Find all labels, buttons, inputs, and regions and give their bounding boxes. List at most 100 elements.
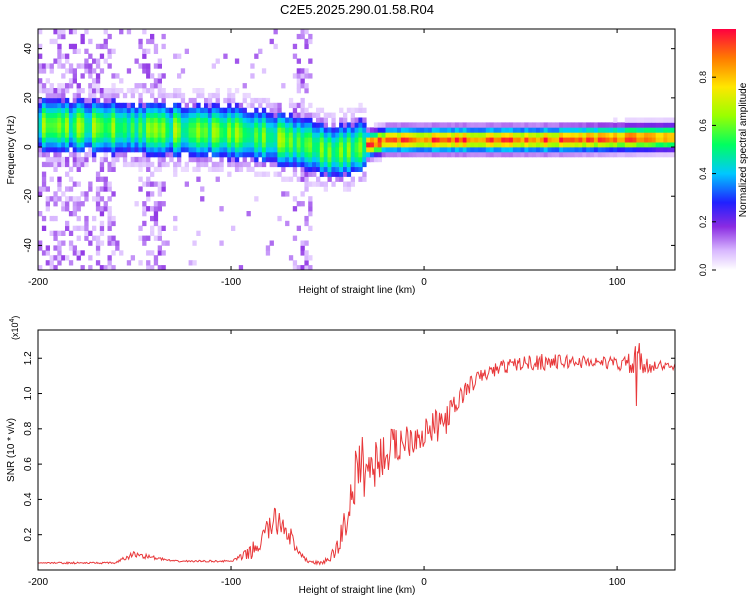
heatmap-cell (45, 250, 50, 256)
heatmap-cell (95, 171, 101, 177)
heatmap-cell (211, 92, 216, 99)
heatmap-cell (547, 142, 552, 148)
heatmap-cell (146, 176, 151, 182)
heatmap-cell (296, 102, 301, 109)
heatmap-cell (38, 83, 43, 89)
heatmap-cell (331, 171, 336, 177)
heatmap-cell (65, 53, 70, 59)
heatmap-cell (111, 250, 116, 256)
heatmap-cell (265, 147, 271, 153)
heatmap-cell (169, 156, 174, 163)
heatmap-cell (292, 147, 298, 153)
heatmap-cell (111, 166, 116, 172)
heatmap-cell (231, 152, 236, 158)
heatmap-cell (68, 83, 74, 89)
heatmap-cell (582, 142, 587, 148)
heatmap-cell (49, 97, 54, 104)
heatmap-cell (331, 147, 336, 153)
heatmap-cell (439, 122, 444, 128)
heatmap-cell (462, 147, 467, 153)
heatmap-cell (605, 152, 610, 158)
heatmap-cell (146, 132, 151, 138)
heatmap-cell (563, 132, 568, 138)
heatmap-cell (57, 240, 62, 246)
heatmap-cell (227, 152, 232, 158)
heatmap-cell (227, 161, 232, 168)
heatmap-cell (146, 196, 151, 202)
heatmap-cell (663, 132, 668, 138)
heatmap-cell (45, 78, 50, 84)
heatmap-cell (157, 161, 162, 168)
heatmap-cell (528, 127, 533, 133)
heatmap-cell (238, 127, 244, 133)
heatmap-cell (261, 68, 267, 74)
heatmap-cell (53, 97, 58, 104)
heatmap-cell (142, 48, 147, 54)
heatmap-cell (478, 142, 483, 148)
heatmap-cell (300, 97, 305, 104)
heatmap-cell (38, 29, 43, 35)
heatmap-cell (115, 122, 120, 128)
heatmap-cell (61, 97, 66, 104)
heatmap-cell (536, 147, 541, 153)
heatmap-cell (188, 122, 193, 128)
heatmap-cell (150, 33, 155, 40)
heatmap-cell (119, 250, 124, 256)
heatmap-cell (489, 132, 494, 138)
heatmap-cell (111, 147, 116, 153)
heatmap-cell (38, 107, 43, 113)
heatmap-cell (80, 88, 85, 94)
heatmap-cell (173, 53, 178, 59)
heatmap-cell (648, 147, 653, 153)
heatmap-cell (53, 201, 58, 207)
heatmap-cell (304, 260, 309, 266)
heatmap-cell (555, 152, 560, 158)
heatmap-cell (41, 186, 47, 192)
heatmap-cell (207, 137, 213, 143)
heatmap-cell (586, 127, 591, 133)
heatmap-cell (138, 147, 143, 153)
heatmap-cell (41, 132, 47, 138)
heatmap-cell (667, 152, 672, 158)
heatmap-cell (640, 117, 645, 123)
heatmap-cell (53, 255, 58, 261)
heatmap-cell (200, 156, 205, 163)
heatmap-cell (319, 142, 325, 148)
heatmap-cell (188, 112, 193, 118)
spectrogram-y-axis-label: Frequency (Hz) (6, 116, 17, 185)
heatmap-cell (61, 102, 66, 109)
heatmap-cell (49, 161, 54, 168)
heatmap-cell (269, 102, 274, 109)
heatmap-cell (570, 142, 576, 148)
heatmap-cell (196, 147, 201, 153)
heatmap-cell (61, 53, 66, 59)
heatmap-cell (520, 147, 525, 153)
heatmap-cell (72, 97, 77, 104)
heatmap-cell (343, 127, 348, 133)
heatmap-cell (292, 132, 298, 138)
heatmap-cell (292, 235, 298, 241)
heatmap-cell (281, 152, 286, 158)
heatmap-cell (420, 142, 425, 148)
heatmap-cell (300, 191, 305, 197)
heatmap-cell (300, 147, 305, 153)
heatmap-cell (343, 112, 348, 118)
heatmap-cell (211, 137, 216, 143)
heatmap-cell (192, 122, 197, 128)
heatmap-cell (536, 152, 541, 158)
heatmap-cell (49, 38, 54, 45)
heatmap-cell (273, 43, 278, 50)
heatmap-cell (76, 142, 81, 148)
heatmap-cell (632, 147, 637, 153)
heatmap-cell (397, 132, 402, 138)
heatmap-cell (246, 117, 251, 123)
heatmap-cell (150, 122, 155, 128)
heatmap-cell (304, 117, 309, 123)
heatmap-cell (300, 127, 305, 133)
heatmap-cell (632, 152, 637, 158)
heatmap-cell (582, 137, 587, 143)
heatmap-cell (451, 122, 456, 128)
heatmap-cell (80, 33, 85, 40)
heatmap-cell (566, 132, 572, 138)
heatmap-cell (304, 122, 309, 128)
